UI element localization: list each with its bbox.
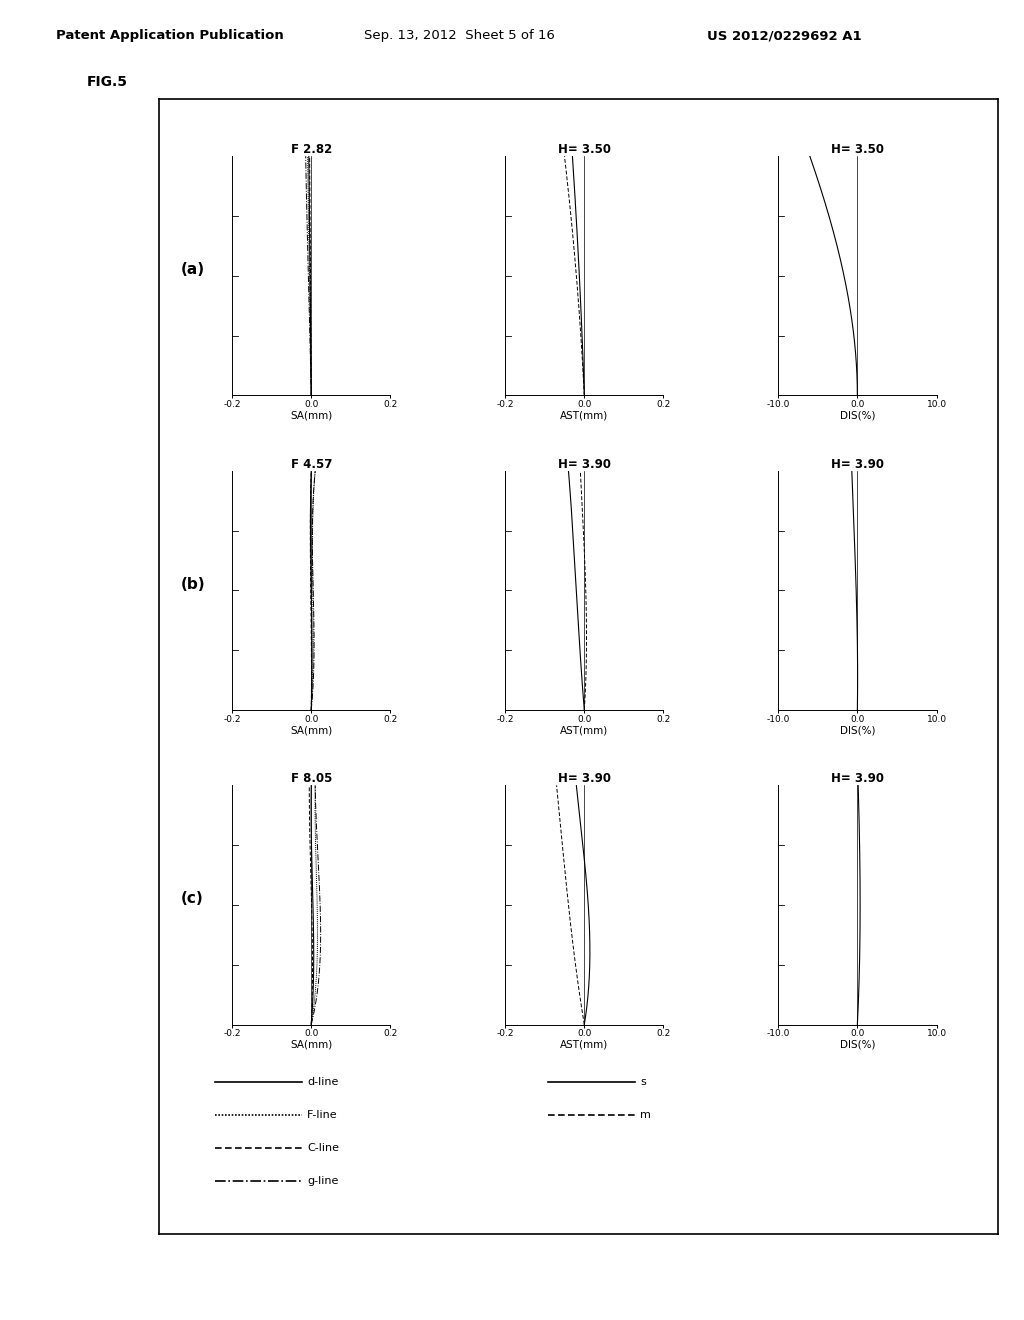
Text: C-line: C-line bbox=[307, 1143, 339, 1154]
Title: H= 3.90: H= 3.90 bbox=[830, 772, 884, 785]
X-axis label: SA(mm): SA(mm) bbox=[290, 411, 333, 421]
Text: US 2012/0229692 A1: US 2012/0229692 A1 bbox=[707, 29, 861, 42]
Text: g-line: g-line bbox=[307, 1176, 339, 1187]
X-axis label: AST(mm): AST(mm) bbox=[560, 725, 608, 735]
Text: Sep. 13, 2012  Sheet 5 of 16: Sep. 13, 2012 Sheet 5 of 16 bbox=[364, 29, 554, 42]
Text: Patent Application Publication: Patent Application Publication bbox=[56, 29, 284, 42]
X-axis label: DIS(%): DIS(%) bbox=[840, 411, 876, 421]
X-axis label: AST(mm): AST(mm) bbox=[560, 1040, 608, 1049]
Title: H= 3.90: H= 3.90 bbox=[558, 772, 610, 785]
Title: H= 3.90: H= 3.90 bbox=[558, 458, 610, 471]
X-axis label: SA(mm): SA(mm) bbox=[290, 725, 333, 735]
Text: (a): (a) bbox=[181, 261, 206, 277]
Title: H= 3.50: H= 3.50 bbox=[830, 144, 884, 156]
Title: H= 3.90: H= 3.90 bbox=[830, 458, 884, 471]
Text: s: s bbox=[640, 1077, 646, 1088]
Text: d-line: d-line bbox=[307, 1077, 339, 1088]
Text: (c): (c) bbox=[181, 891, 204, 907]
X-axis label: DIS(%): DIS(%) bbox=[840, 725, 876, 735]
Text: F-line: F-line bbox=[307, 1110, 338, 1121]
X-axis label: DIS(%): DIS(%) bbox=[840, 1040, 876, 1049]
Title: F 8.05: F 8.05 bbox=[291, 772, 332, 785]
Title: H= 3.50: H= 3.50 bbox=[558, 144, 610, 156]
Text: (b): (b) bbox=[181, 577, 206, 591]
Text: m: m bbox=[640, 1110, 651, 1121]
Title: F 2.82: F 2.82 bbox=[291, 144, 332, 156]
Text: FIG.5: FIG.5 bbox=[87, 75, 128, 90]
X-axis label: SA(mm): SA(mm) bbox=[290, 1040, 333, 1049]
Title: F 4.57: F 4.57 bbox=[291, 458, 332, 471]
X-axis label: AST(mm): AST(mm) bbox=[560, 411, 608, 421]
